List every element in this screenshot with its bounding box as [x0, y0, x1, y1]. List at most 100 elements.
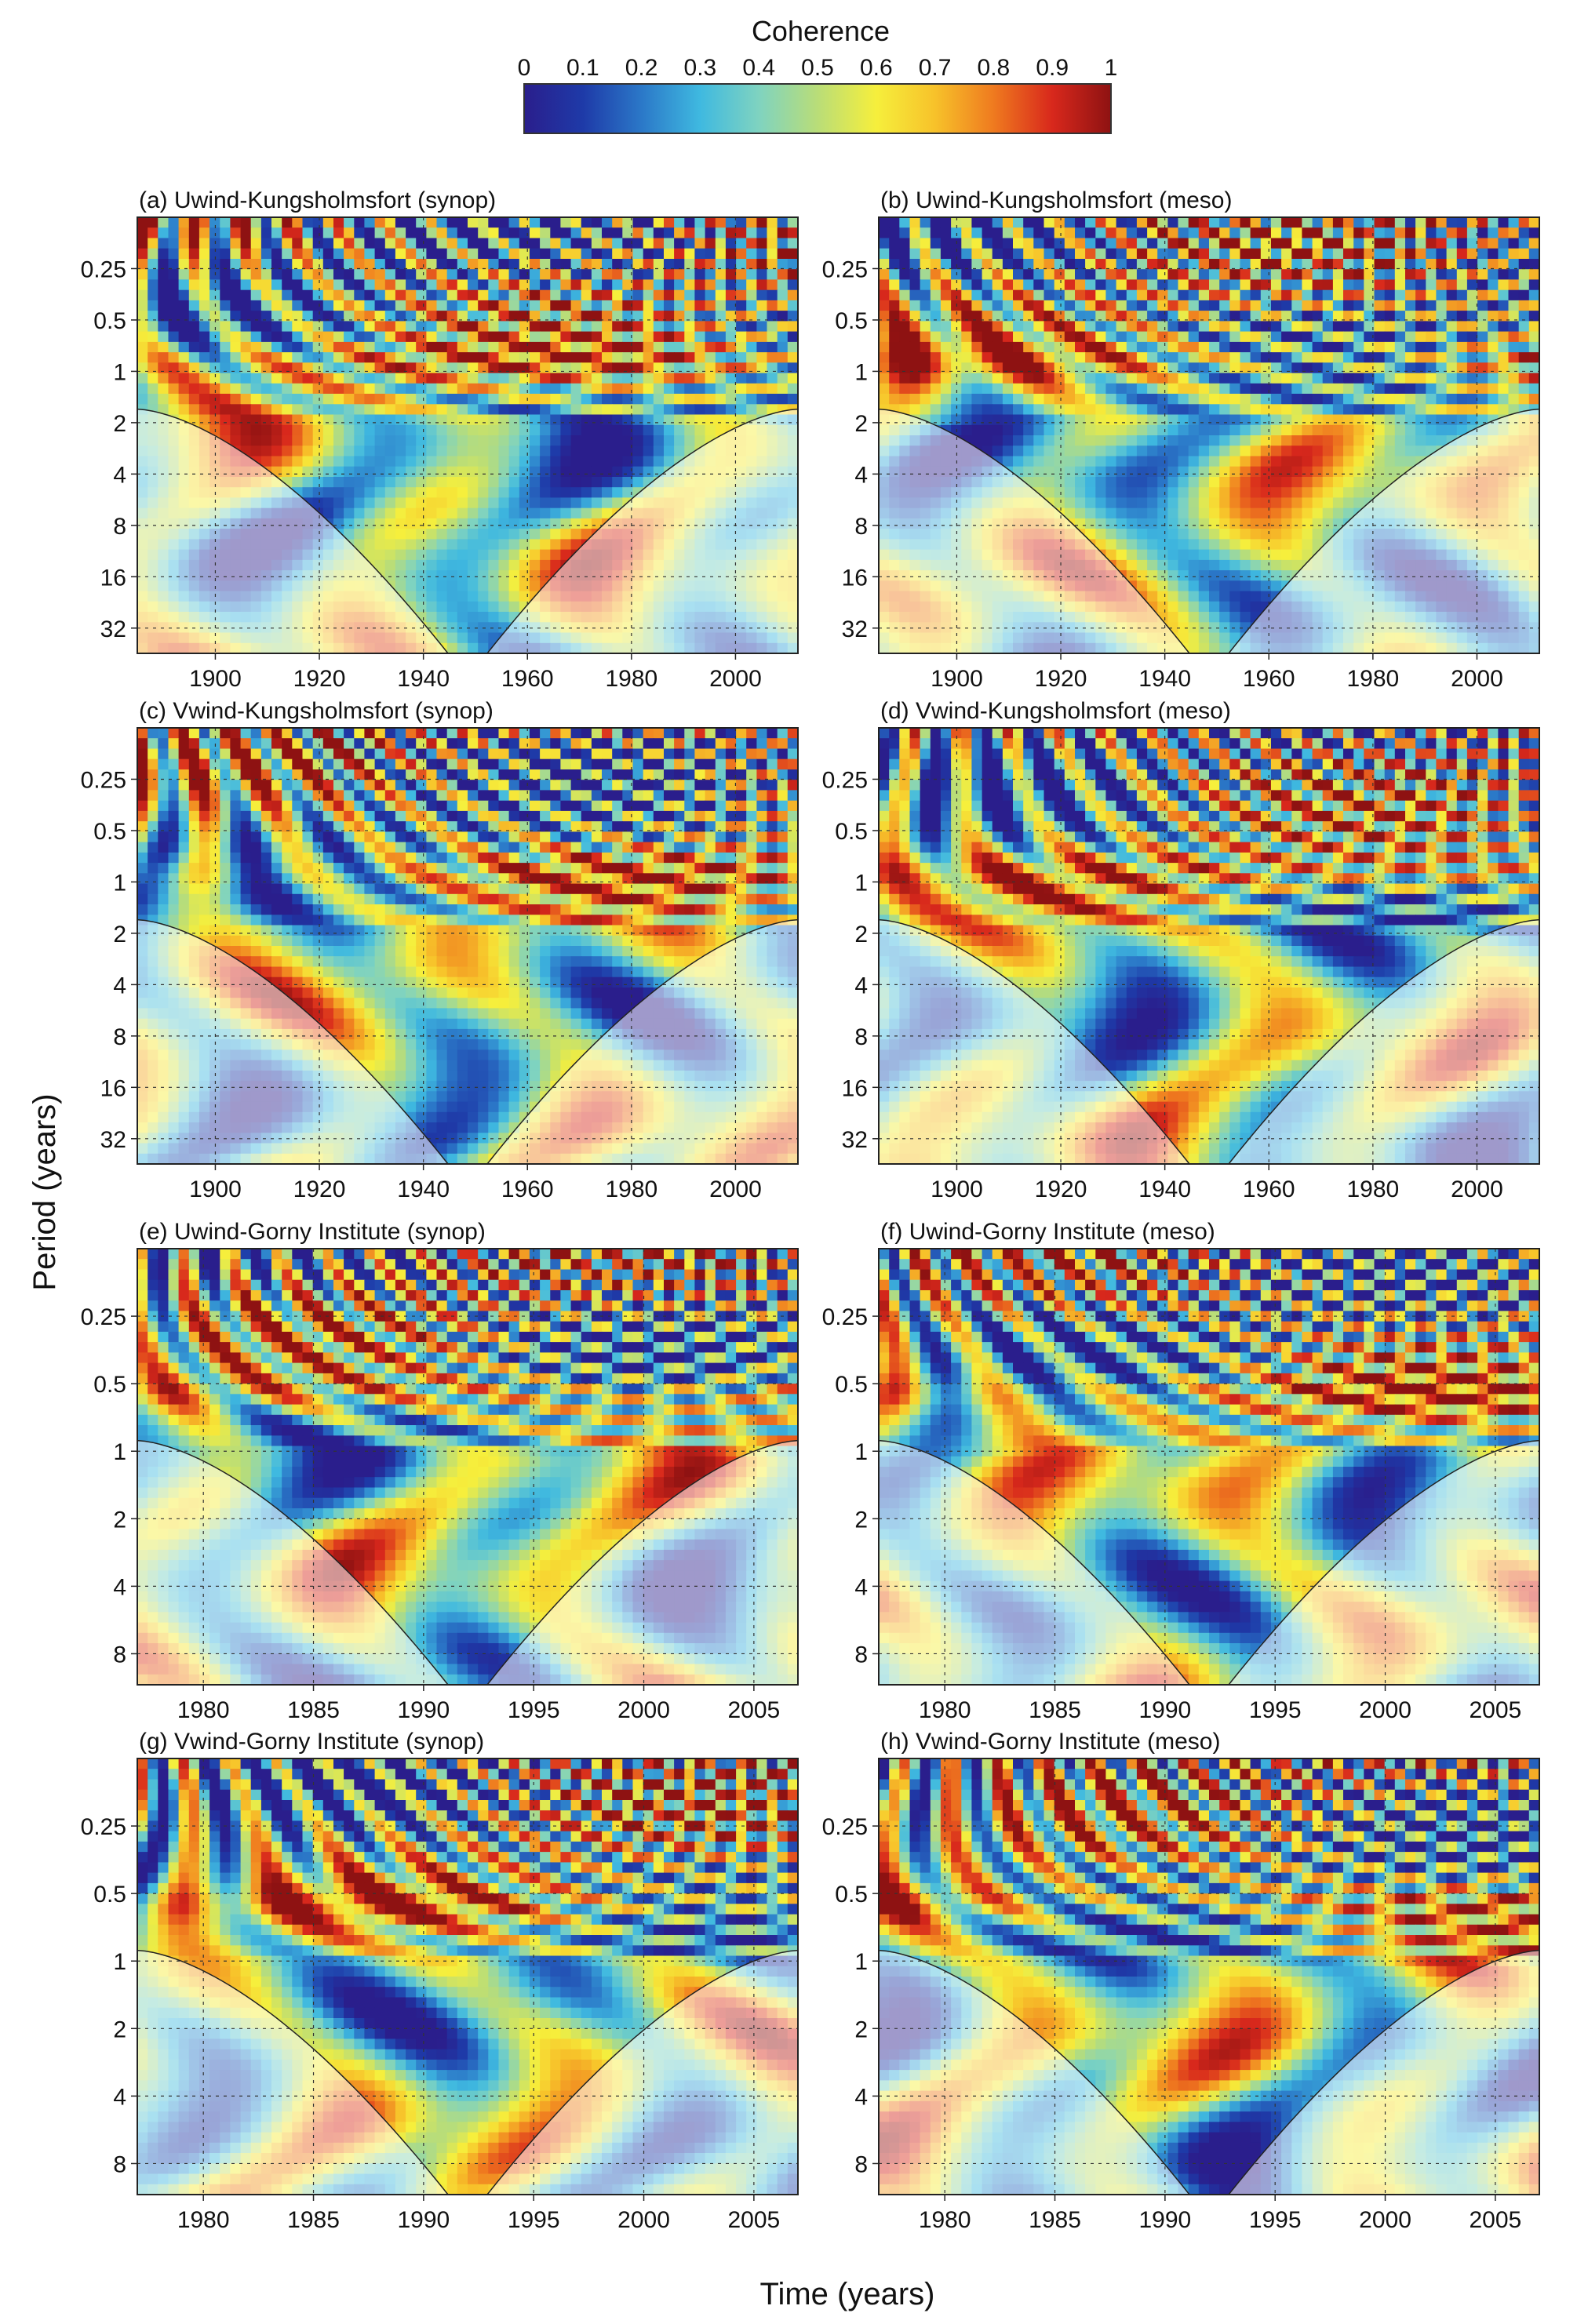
- heat-cell: [1250, 238, 1262, 249]
- heat-cell: [930, 227, 942, 238]
- heat-cell: [715, 321, 727, 333]
- heat-cell: [354, 289, 366, 301]
- heat-cell: [591, 227, 603, 238]
- heat-cell: [899, 238, 911, 249]
- heat-cell: [260, 394, 272, 405]
- heat-cell: [220, 238, 231, 249]
- heat-cell: [889, 269, 900, 280]
- heat-cell: [137, 341, 148, 353]
- heat-cell: [1105, 529, 1117, 540]
- heat-cell: [1229, 559, 1241, 571]
- heat-cell: [1002, 217, 1014, 228]
- heat-cell: [736, 321, 747, 333]
- heat-cell: [230, 289, 242, 301]
- heat-cell: [570, 279, 582, 291]
- heat-cell: [446, 529, 458, 540]
- heat-cell: [1250, 404, 1262, 416]
- heat-cell: [1260, 466, 1272, 478]
- heat-cell: [1157, 279, 1168, 291]
- heat-cell: [446, 518, 458, 529]
- heat-cell: [1075, 373, 1086, 384]
- heat-cell: [1405, 341, 1416, 353]
- heat-cell: [1136, 456, 1148, 467]
- heat-cell: [426, 456, 438, 467]
- heat-cell: [1302, 259, 1313, 270]
- heat-cell: [550, 321, 562, 333]
- heat-cell: [1456, 238, 1468, 249]
- heat-cell: [1147, 352, 1158, 363]
- heat-cell: [1126, 238, 1138, 249]
- heat-cell: [1312, 466, 1324, 478]
- heat-cell: [1384, 446, 1396, 456]
- heat-cell: [560, 352, 572, 363]
- grid: [131, 217, 798, 660]
- heat-cell: [560, 487, 572, 498]
- heat-cell: [982, 341, 993, 353]
- heat-cell: [612, 238, 623, 249]
- heat-cell: [1291, 446, 1303, 456]
- heat-cell: [1064, 289, 1076, 301]
- heat-cell: [250, 435, 262, 446]
- heat-cell: [1002, 424, 1014, 436]
- heat-cell: [250, 289, 262, 301]
- heat-cell: [364, 539, 376, 551]
- heat-cell: [570, 507, 582, 519]
- heat-cell: [1157, 373, 1168, 384]
- heat-cell: [416, 259, 427, 270]
- heat-cell: [1178, 497, 1189, 509]
- heat-cell: [879, 227, 890, 238]
- heat-cell: [746, 404, 757, 416]
- heat-cell: [148, 289, 158, 301]
- heat-cell: [188, 311, 200, 322]
- heat-cell: [930, 269, 942, 280]
- heat-cell: [333, 238, 344, 249]
- heat-cell: [188, 331, 200, 343]
- heat-cell: [1178, 311, 1189, 322]
- heat-cell: [148, 259, 158, 270]
- heat-cell: [1198, 341, 1210, 353]
- heat-cell: [1064, 373, 1076, 384]
- heat-cell: [1415, 289, 1426, 301]
- heat-cell: [322, 217, 334, 228]
- heat-cell: [694, 352, 706, 363]
- heat-cell: [416, 248, 427, 260]
- heat-cell: [591, 424, 603, 436]
- heat-cell: [550, 477, 562, 488]
- heat-cell: [529, 570, 541, 581]
- heat-cell: [220, 289, 231, 301]
- heat-cell: [612, 466, 623, 478]
- heat-cell: [1167, 394, 1179, 405]
- heat-cell: [1147, 559, 1158, 571]
- heat-cell: [1322, 321, 1334, 333]
- heat-cell: [282, 435, 293, 446]
- heat-cell: [787, 300, 798, 311]
- heat-cell: [457, 341, 468, 353]
- heat-cell: [1209, 248, 1220, 260]
- heat-cell: [961, 269, 973, 280]
- heat-cell: [384, 383, 396, 395]
- heat-cell: [1002, 311, 1014, 322]
- heat-cell: [1260, 414, 1272, 426]
- heat-cell: [1178, 227, 1189, 238]
- heat-cell: [570, 424, 582, 436]
- heat-cell: [1498, 311, 1510, 322]
- heat-cell: [1157, 435, 1168, 446]
- heat-cell: [622, 238, 634, 249]
- heat-cell: [384, 477, 396, 488]
- heat-cell: [354, 248, 366, 260]
- heat-cell: [1219, 559, 1230, 571]
- heat-cell: [446, 269, 458, 280]
- heat-cell: [209, 404, 220, 416]
- heat-cell: [889, 352, 900, 363]
- heat-cell: [1250, 446, 1262, 456]
- heat-cell: [1353, 341, 1364, 353]
- heat-cell: [292, 341, 304, 353]
- heat-cell: [260, 362, 272, 374]
- heat-cell: [312, 466, 324, 478]
- heat-cell: [560, 362, 572, 374]
- heat-cell: [1250, 394, 1262, 405]
- heat-cell: [282, 259, 293, 270]
- heat-cell: [1095, 456, 1107, 467]
- heat-cell: [971, 373, 983, 384]
- heat-cell: [540, 466, 551, 478]
